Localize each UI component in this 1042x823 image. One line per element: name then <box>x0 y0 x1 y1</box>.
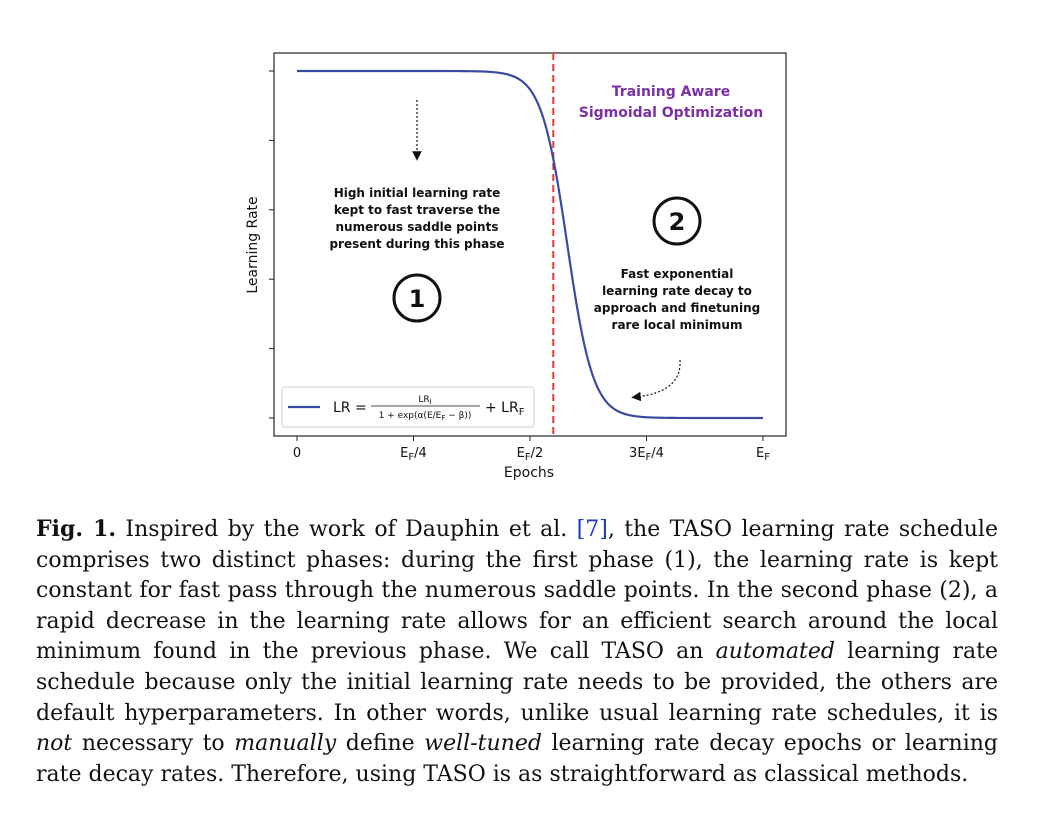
caption-paragraph: Fig. 1. Inspired by the work of Dauphin … <box>36 514 998 790</box>
caption-text: Inspired by the work of Dauphin et al. <box>116 517 577 542</box>
phase2-text-line: learning rate decay to <box>602 284 752 298</box>
svg-text:+ LRF: + LRF <box>485 400 525 418</box>
x-tick-label: EF/4 <box>400 446 427 463</box>
x-tick-label: EF <box>756 446 770 463</box>
figure-caption: Fig. 1. Inspired by the work of Dauphin … <box>36 514 998 790</box>
phase2-text-line: Fast exponential <box>621 267 734 281</box>
annotation-title-line2: Sigmoidal Optimization <box>579 105 764 121</box>
lr-curve <box>297 69 763 420</box>
x-tick-label: 0 <box>293 446 301 461</box>
caption-emphasis: manually <box>234 731 337 757</box>
legend: LR = LRI 1 + exp(α(E/EF − β)) + LRF <box>281 386 535 428</box>
phase2-marker-number: 2 <box>669 208 686 236</box>
phase2-marker-circle <box>652 196 702 246</box>
caption-text: necessary to <box>72 731 235 757</box>
y-axis-label: Learning Rate <box>245 196 261 293</box>
phase1-text-line: High initial learning rate <box>334 186 501 200</box>
phase1-text-line: kept to fast traverse the <box>334 203 500 217</box>
svg-text:LR =: LR = <box>333 400 367 416</box>
taso-figure: 0 EF/4 EF/2 3EF/4 EF Epochs Learning Rate Tr… <box>245 52 787 481</box>
caption-emphasis: automated <box>715 639 835 665</box>
phase2-text-line: approach and finetuning <box>594 301 760 315</box>
caption-text: learning rate schedule because only the … <box>36 639 999 726</box>
x-tick-label: 3EF/4 <box>629 446 664 463</box>
svg-text:LRI: LRI <box>418 395 431 406</box>
y-ticks <box>269 70 274 419</box>
phase2-arrow <box>631 359 681 402</box>
lr-schedule-chart: 0 EF/4 EF/2 3EF/4 EF Epochs Learning Rate Tr… <box>245 52 787 481</box>
phase1-text-line: numerous saddle points <box>336 220 499 234</box>
x-axis-label: Epochs <box>504 465 554 481</box>
caption-text: , the TASO learning rate schedule compri… <box>36 517 998 665</box>
legend-box <box>281 386 535 428</box>
figure-label: Fig. 1. <box>36 516 117 542</box>
caption-emphasis: well-tuned <box>424 731 542 757</box>
caption-text: learning rate decay epochs or learning r… <box>36 731 998 787</box>
phase1-text-line: present during this phase <box>329 237 504 251</box>
phase1-marker-number: 1 <box>409 285 426 313</box>
legend-label: LR = LRI 1 + exp(α(E/EF − β)) + LRF <box>333 395 525 422</box>
caption-emphasis: not <box>36 731 73 757</box>
svg-text:1 + exp(α(E/EF − β)): 1 + exp(α(E/EF − β)) <box>379 411 472 422</box>
citation-link[interactable]: [7] <box>576 517 608 542</box>
x-ticks: 0 EF/4 EF/2 3EF/4 EF <box>293 436 770 463</box>
phase2-text-line: rare local minimum <box>612 318 743 332</box>
phase1-marker-circle <box>392 273 442 323</box>
x-tick-label: EF/2 <box>517 446 544 463</box>
annotation-title-line1: Training Aware <box>612 84 730 100</box>
caption-text: define <box>336 731 425 757</box>
